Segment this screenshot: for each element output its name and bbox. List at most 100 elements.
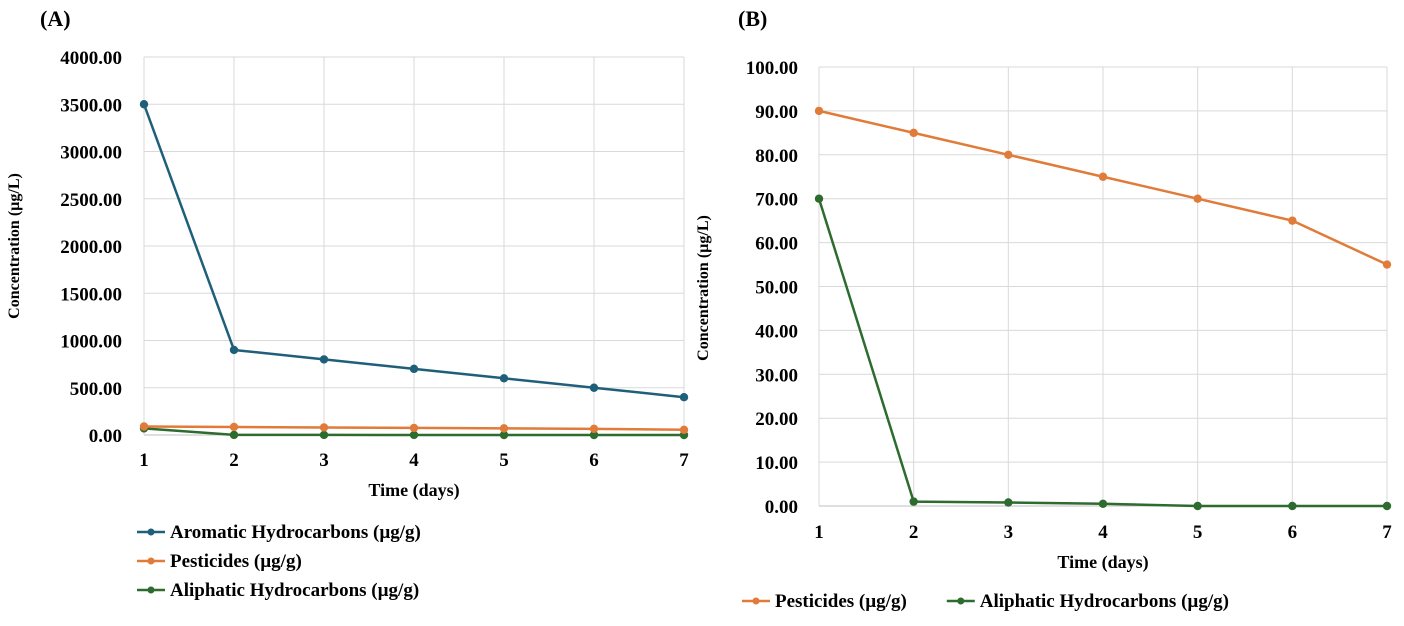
- chart-a-y-tick-label: 1500.00: [60, 284, 122, 305]
- chart-a-y-tick-label: 1000.00: [60, 332, 122, 353]
- chart-b: (B) 0.0010.0020.0030.0040.0050.0060.0070…: [695, 6, 1392, 612]
- chart-b-legend: Pesticides (µg/g) Aliphatic Hydrocarbons …: [742, 591, 1229, 612]
- chart-a-y-tick-label: 4000.00: [60, 48, 122, 69]
- chart-a-data-point: [409, 423, 419, 433]
- chart-b-x-tick-label: 7: [1382, 522, 1392, 543]
- chart-b-data-point: [1382, 260, 1392, 269]
- chart-a-y-ticks: 0.00 500.00 1000.00 1500.00 2000.00 2500.00 30…: [60, 48, 122, 447]
- chart-a-data-point: [679, 393, 689, 402]
- chart-b-data-point: [1288, 216, 1297, 225]
- chart-b-data-point: [1193, 501, 1202, 511]
- chart-b-y-tick-label: 80.00: [755, 146, 798, 167]
- chart-a-x-tick-label: 7: [679, 450, 689, 471]
- chart-a: (A) 0.00 500.00 1000.00 1500.00 2000.00 2500.…: [6, 6, 689, 601]
- chart-a-x-tick-label: 4: [409, 450, 419, 471]
- chart-a-data-point: [229, 422, 239, 432]
- chart-b-legend-label: Pesticides (µg/g): [775, 591, 907, 612]
- chart-a-x-tick-label: 3: [319, 450, 329, 471]
- chart-a-y-tick-label: 500.00: [70, 379, 122, 400]
- chart-b-data-point: [909, 128, 918, 138]
- chart-b-data-point: [1382, 501, 1392, 511]
- chart-a-y-axis-title: Concentration (µg/L): [6, 173, 23, 319]
- chart-b-y-tick-label: 40.00: [755, 321, 798, 342]
- chart-a-legend-label: Aromatic Hydrocarbons (µg/g): [170, 522, 421, 543]
- chart-b-data-point: [1004, 150, 1013, 159]
- chart-a-x-tick-label: 5: [499, 450, 509, 471]
- chart-a-x-axis-title: Time (days): [368, 480, 459, 501]
- chart-b-y-tick-label: 60.00: [755, 234, 798, 255]
- chart-b-y-tick-label: 90.00: [755, 102, 798, 123]
- chart-a-x-tick-label: 2: [229, 450, 239, 471]
- legend-dot-marker-icon: [147, 528, 155, 536]
- chart-a-data-point: [499, 374, 509, 383]
- chart-b-series: [814, 106, 1392, 511]
- chart-a-data-point: [139, 422, 149, 431]
- chart-a-data-point: [499, 424, 509, 433]
- chart-b-data-point: [814, 194, 824, 203]
- chart-a-data-point: [229, 430, 239, 440]
- chart-b-x-tick-label: 6: [1288, 522, 1298, 543]
- legend-dot-marker-icon: [147, 586, 155, 594]
- chart-a-data-point: [319, 430, 329, 440]
- chart-b-y-tick-label: 30.00: [755, 365, 798, 386]
- chart-b-y-tick-label: 100.00: [746, 58, 798, 79]
- chart-a-data-point: [409, 364, 419, 374]
- chart-a-y-tick-label: 3000.00: [60, 143, 122, 164]
- chart-a-series: [139, 100, 689, 440]
- panel-label-b: (B): [738, 6, 767, 31]
- legend-dot-marker-icon: [147, 557, 155, 565]
- chart-a-data-point: [139, 100, 149, 109]
- chart-a-data-point: [229, 345, 239, 355]
- chart-a-data-point: [499, 430, 509, 440]
- chart-a-x-ticks: 1 2 3 4 5 6 7: [139, 450, 689, 471]
- chart-a-legend: Aromatic Hydrocarbons (µg/g) Pesticides (…: [137, 522, 421, 601]
- chart-a-data-point: [589, 424, 599, 434]
- chart-b-legend-item: Pesticides (µg/g): [742, 591, 907, 612]
- panel-label-a: (A): [40, 6, 71, 31]
- chart-b-x-tick-label: 3: [1004, 522, 1014, 543]
- chart-b-data-point: [1098, 172, 1108, 181]
- legend-dot-marker-icon: [957, 597, 965, 605]
- chart-a-data-point: [589, 383, 599, 392]
- chart-a-grid: [143, 56, 685, 436]
- chart-b-y-ticks: 0.00 10.00 20.00 30.00 40.00 50.00 60.00 70.00 8…: [746, 58, 798, 518]
- chart-b-grid: [818, 66, 1388, 507]
- chart-b-data-point: [909, 497, 918, 506]
- chart-a-y-tick-label: 0.00: [89, 426, 122, 447]
- chart-b-x-tick-label: 5: [1193, 522, 1203, 543]
- chart-b-y-tick-label: 20.00: [755, 409, 798, 430]
- chart-a-legend-label: Aliphatic Hydrocarbons (µg/g): [170, 580, 419, 601]
- chart-b-x-axis-title: Time (days): [1057, 552, 1148, 573]
- chart-b-data-point: [814, 106, 824, 116]
- chart-a-legend-item: Aliphatic Hydrocarbons (µg/g): [137, 580, 419, 601]
- chart-b-x-tick-label: 2: [909, 522, 919, 543]
- chart-a-y-tick-label: 2500.00: [60, 190, 122, 211]
- chart-b-y-axis-title: Concentration (µg/L): [695, 215, 712, 361]
- chart-b-y-tick-label: 50.00: [755, 278, 798, 299]
- chart-b-legend-item: Aliphatic Hydrocarbons (µg/g): [946, 591, 1229, 612]
- chart-a-data-point: [589, 430, 599, 440]
- chart-b-data-point: [1004, 498, 1013, 507]
- chart-b-data-point: [1193, 194, 1202, 203]
- chart-a-legend-item: Pesticides (µg/g): [137, 551, 302, 572]
- chart-a-data-point: [319, 355, 329, 364]
- chart-a-y-tick-label: 2000.00: [60, 237, 122, 258]
- chart-b-x-tick-label: 4: [1098, 522, 1108, 543]
- legend-dot-marker-icon: [752, 597, 760, 605]
- chart-a-x-tick-label: 6: [589, 450, 599, 471]
- chart-a-x-tick-label: 1: [139, 450, 149, 471]
- chart-a-data-point: [409, 430, 419, 440]
- chart-b-x-ticks: 1 2 3 4 5 6 7: [814, 522, 1392, 543]
- chart-a-legend-label: Pesticides (µg/g): [170, 551, 302, 572]
- chart-b-data-point: [1098, 499, 1108, 509]
- chart-b-data-point: [1288, 501, 1297, 511]
- chart-a-legend-item: Aromatic Hydrocarbons (µg/g): [137, 522, 421, 543]
- chart-b-legend-label: Aliphatic Hydrocarbons (µg/g): [980, 591, 1229, 612]
- chart-a-data-point: [679, 425, 689, 435]
- chart-b-y-tick-label: 10.00: [755, 453, 798, 474]
- chart-b-y-tick-label: 70.00: [755, 190, 798, 211]
- chart-a-data-point: [319, 423, 329, 432]
- chart-b-x-tick-label: 1: [814, 522, 824, 543]
- chart-a-y-tick-label: 3500.00: [60, 95, 122, 116]
